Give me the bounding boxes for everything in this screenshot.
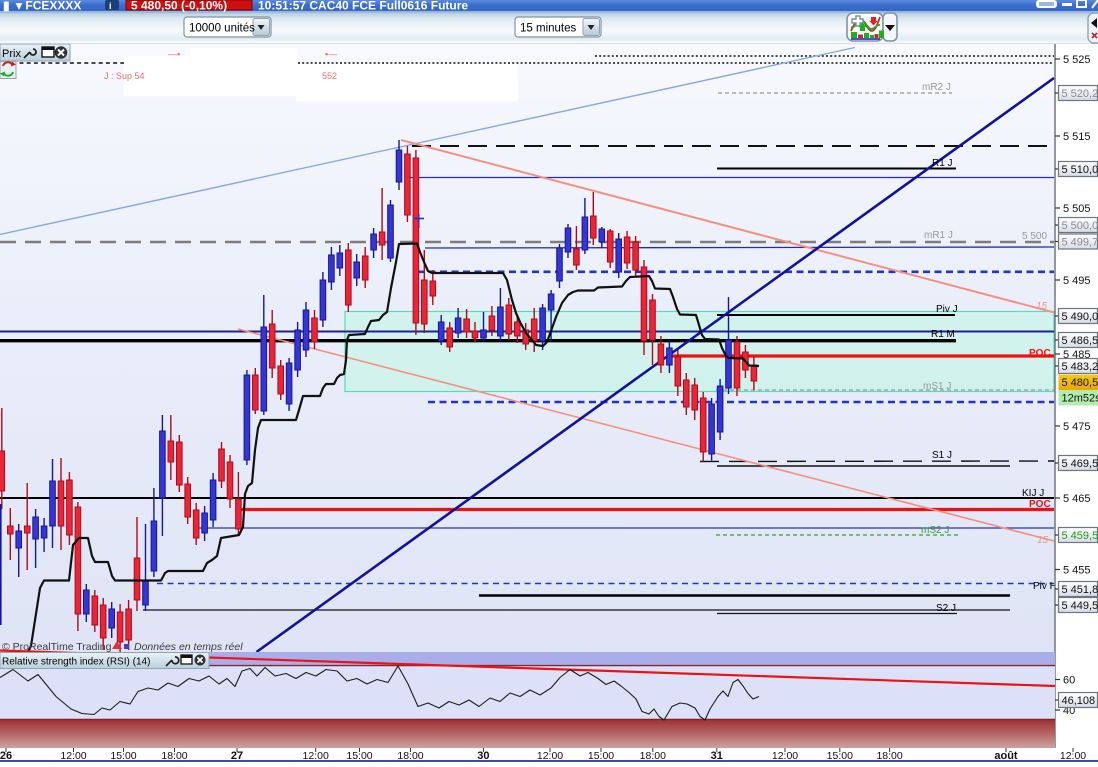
- svg-text:5 500,0: 5 500,0: [1062, 220, 1098, 232]
- svg-text:10000 unités: 10000 unités: [189, 23, 255, 35]
- svg-text:18:00: 18:00: [876, 750, 902, 762]
- svg-text:5 499,7: 5 499,7: [1062, 237, 1098, 249]
- svg-text:5 495: 5 495: [1063, 275, 1091, 287]
- svg-text:5 469,5: 5 469,5: [1062, 458, 1098, 470]
- svg-text:5 451,8: 5 451,8: [1062, 584, 1098, 596]
- svg-text:12:00: 12:00: [60, 750, 86, 762]
- svg-text:12m52s: 12m52s: [1062, 393, 1098, 405]
- svg-text:R1 J: R1 J: [932, 158, 953, 169]
- svg-text:5 455: 5 455: [1063, 565, 1091, 577]
- svg-text:5 505: 5 505: [1063, 203, 1091, 215]
- svg-text:i: i: [109, 1, 112, 11]
- svg-text:5 459,5: 5 459,5: [1062, 530, 1098, 542]
- svg-text:552: 552: [322, 71, 337, 81]
- svg-text:18:00: 18:00: [397, 750, 423, 762]
- svg-text:S2 J: S2 J: [936, 603, 956, 614]
- svg-text:5 480,5: 5 480,5: [1062, 377, 1098, 389]
- svg-text:26: 26: [0, 750, 12, 762]
- svg-text:▪—: ▪—: [325, 49, 337, 59]
- svg-text:Piv J: Piv J: [936, 304, 958, 315]
- svg-text:5 465: 5 465: [1063, 493, 1091, 505]
- svg-text:POC: POC: [1029, 499, 1051, 510]
- svg-text:18:00: 18:00: [161, 750, 187, 762]
- svg-text:10:51:57 CAC40 FCE Full0616 Fu: 10:51:57 CAC40 FCE Full0616 Future: [258, 0, 468, 13]
- svg-text:mS2 J: mS2 J: [921, 525, 949, 536]
- svg-text:27: 27: [231, 750, 243, 762]
- svg-text:R1 M: R1 M: [931, 329, 955, 340]
- svg-text:5 475: 5 475: [1063, 421, 1091, 433]
- svg-text:15:00: 15:00: [588, 750, 614, 762]
- svg-text:Relative strength index (RSI): Relative strength index (RSI) (14): [2, 657, 150, 668]
- svg-text:S1 J: S1 J: [932, 450, 952, 461]
- svg-text:Données en temps réel: Données en temps réel: [134, 641, 243, 653]
- svg-text:POC: POC: [1029, 348, 1051, 359]
- svg-text:5 486,5: 5 486,5: [1062, 335, 1098, 347]
- svg-text:60: 60: [1063, 675, 1075, 687]
- svg-text:5 490,0: 5 490,0: [1062, 311, 1098, 323]
- svg-text:5 480,50 (-0,10%): 5 480,50 (-0,10%): [131, 0, 227, 13]
- svg-text:—▪: —▪: [168, 49, 180, 59]
- svg-text:15 minutes: 15 minutes: [520, 23, 577, 35]
- svg-text:12:00: 12:00: [1060, 750, 1086, 762]
- svg-text:15: 15: [1037, 535, 1049, 546]
- svg-text:30: 30: [477, 750, 489, 762]
- svg-text:J : Sup 54: J : Sup 54: [104, 71, 145, 81]
- svg-text:5 525: 5 525: [1063, 54, 1091, 66]
- svg-text:Prix: Prix: [2, 48, 21, 60]
- svg-text:mR2 J: mR2 J: [922, 82, 951, 93]
- svg-text:12:00: 12:00: [303, 750, 329, 762]
- svg-text:5 520,2: 5 520,2: [1062, 88, 1098, 100]
- svg-text:15:00: 15:00: [110, 750, 136, 762]
- svg-text:5 500: 5 500: [1022, 231, 1047, 242]
- svg-text:15:00: 15:00: [827, 750, 853, 762]
- svg-text:▮: ▮: [3, 0, 10, 13]
- svg-text:mR1 J: mR1 J: [924, 230, 953, 241]
- svg-text:mS1 J: mS1 J: [923, 381, 951, 392]
- svg-text:5 510,0: 5 510,0: [1062, 164, 1098, 176]
- svg-text:5 483,2: 5 483,2: [1062, 361, 1098, 373]
- svg-text:KIJ J: KIJ J: [1022, 488, 1044, 499]
- svg-text:31: 31: [711, 750, 723, 762]
- svg-text:août: août: [994, 750, 1018, 762]
- svg-text:▾ FCEXXXX: ▾ FCEXXXX: [15, 0, 81, 13]
- svg-text:15: 15: [1036, 301, 1048, 312]
- svg-text:5 449,5: 5 449,5: [1062, 600, 1098, 612]
- svg-text:15:00: 15:00: [346, 750, 372, 762]
- svg-text:12:00: 12:00: [537, 750, 563, 762]
- svg-text:5 515: 5 515: [1063, 131, 1091, 143]
- svg-text:18:00: 18:00: [640, 750, 666, 762]
- svg-text:12:00: 12:00: [772, 750, 798, 762]
- svg-text:Piv H: Piv H: [1033, 581, 1057, 592]
- svg-text:46,108: 46,108: [1062, 695, 1096, 707]
